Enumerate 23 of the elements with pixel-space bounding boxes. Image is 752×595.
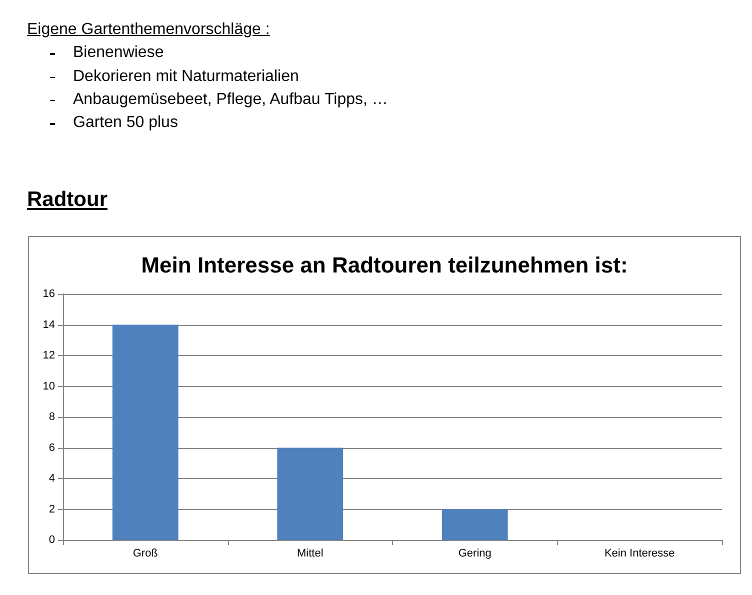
y-tick-label: 8 [48, 411, 55, 423]
bar [442, 509, 508, 540]
x-tick-label: Kein Interesse [604, 548, 675, 560]
y-tick-label: 6 [48, 442, 55, 454]
x-tick-label: Groß [132, 548, 158, 560]
y-tick-label: 2 [48, 503, 55, 516]
y-tick-label: 12 [42, 350, 55, 362]
y-tick-label: 4 [48, 472, 55, 484]
text: Dekorieren mit Naturmaterialien [73, 68, 299, 85]
bar [112, 324, 178, 540]
bar [277, 448, 344, 540]
x-tick-label: Mittel [296, 548, 324, 560]
y-tick-label: 0 [48, 534, 55, 546]
text: Anbaugemüsebeet, Pflege, Aufbau Tipps, … [73, 90, 388, 108]
text: Bienenwiese [73, 44, 164, 62]
x-tick-label: Gering [458, 548, 492, 560]
y-tick-label: 16 [42, 288, 55, 300]
y-tick-label: 14 [42, 318, 55, 331]
text: Eigene Gartenthemenvorschläge : [27, 21, 270, 39]
text: Garten 50 plus [73, 114, 178, 132]
chart-title: Mein Interesse an Radtouren teilzunehmen ist: [141, 252, 628, 278]
y-tick-label: 10 [42, 380, 55, 392]
text: Radtour [27, 188, 108, 212]
